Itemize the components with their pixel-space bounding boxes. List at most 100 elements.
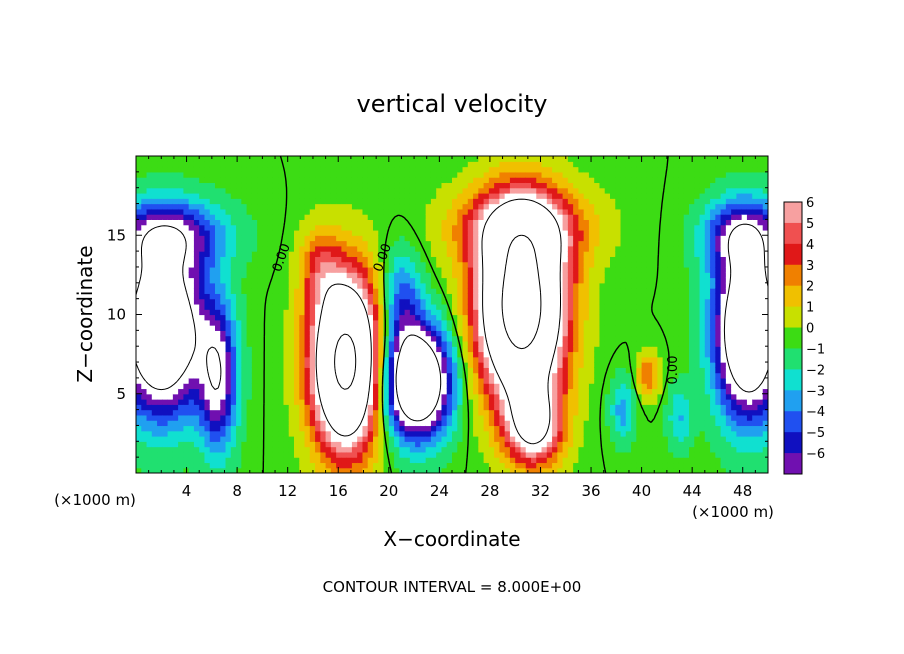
- heatmap-cell: [330, 414, 337, 421]
- heatmap-cell: [399, 367, 406, 374]
- heatmap-cell: [204, 420, 211, 427]
- heatmap-cell: [241, 351, 248, 358]
- heatmap-cell: [531, 229, 537, 236]
- heatmap-cell: [246, 404, 253, 411]
- heatmap-cell: [315, 198, 321, 205]
- heatmap-cell: [399, 393, 406, 400]
- heatmap-cell: [230, 245, 237, 252]
- heatmap-cell: [462, 224, 469, 231]
- heatmap-cell: [272, 388, 279, 395]
- heatmap-cell: [409, 362, 416, 368]
- heatmap-cell: [336, 240, 342, 247]
- heatmap-cell: [325, 272, 332, 279]
- heatmap-cell: [546, 335, 553, 342]
- heatmap-cell: [283, 425, 290, 432]
- heatmap-cell: [225, 266, 232, 273]
- heatmap-cell: [409, 420, 416, 427]
- heatmap-cell: [488, 229, 495, 236]
- heatmap-cell: [325, 298, 332, 305]
- heatmap-cell: [541, 420, 548, 427]
- heatmap-cell: [388, 330, 395, 337]
- heatmap-cell: [525, 198, 532, 205]
- heatmap-cell: [141, 314, 148, 321]
- heatmap-cell: [309, 272, 316, 279]
- heatmap-cell: [162, 187, 169, 194]
- heatmap-cell: [478, 251, 485, 257]
- heatmap-cell: [341, 335, 348, 342]
- heatmap-cell: [220, 161, 227, 168]
- heatmap-cell: [399, 335, 406, 342]
- heatmap-cell: [378, 235, 385, 242]
- heatmap-cell: [488, 346, 495, 353]
- heatmap-cell: [294, 441, 300, 448]
- heatmap-cell: [220, 436, 227, 442]
- heatmap-cell: [262, 451, 269, 458]
- heatmap-cell: [188, 330, 195, 337]
- heatmap-cell: [388, 388, 395, 395]
- heatmap-cell: [362, 377, 369, 384]
- heatmap-cell: [325, 219, 332, 226]
- heatmap-cell: [499, 340, 506, 347]
- heatmap-cell: [425, 462, 432, 469]
- heatmap-cell: [520, 229, 527, 236]
- heatmap-cell: [409, 266, 416, 273]
- heatmap-cell: [183, 266, 190, 273]
- heatmap-cell: [304, 388, 311, 395]
- heatmap-cell: [209, 245, 216, 252]
- heatmap-cell: [167, 229, 174, 236]
- heatmap-cell: [409, 335, 416, 342]
- heatmap-cell: [567, 298, 574, 305]
- heatmap-cell: [509, 451, 516, 458]
- heatmap-cell: [478, 388, 485, 395]
- heatmap-cell: [420, 436, 427, 442]
- heatmap-cell: [341, 309, 348, 316]
- heatmap-cell: [457, 208, 464, 215]
- heatmap-cell: [283, 272, 290, 279]
- heatmap-cell: [378, 351, 385, 358]
- heatmap-cell: [525, 457, 532, 464]
- heatmap-cell: [362, 282, 369, 289]
- heatmap-cell: [383, 303, 390, 310]
- heatmap-cell: [272, 166, 279, 173]
- heatmap-cell: [446, 388, 453, 395]
- heatmap-cell: [146, 404, 153, 411]
- heatmap-cell: [251, 467, 258, 473]
- heatmap-cell: [357, 335, 364, 342]
- heatmap-cell: [388, 409, 395, 416]
- heatmap-cell: [146, 171, 153, 178]
- heatmap-cell: [315, 351, 321, 358]
- heatmap-cell: [394, 156, 400, 162]
- heatmap-cell: [546, 203, 553, 210]
- heatmap-cell: [462, 187, 469, 194]
- heatmap-cell: [188, 451, 195, 458]
- heatmap-cell: [467, 293, 474, 300]
- heatmap-cell: [283, 288, 290, 294]
- heatmap-cell: [441, 351, 448, 358]
- heatmap-cell: [204, 325, 211, 331]
- heatmap-cell: [404, 325, 411, 331]
- heatmap-cell: [251, 256, 258, 263]
- heatmap-cell: [430, 393, 437, 400]
- heatmap-cell: [204, 161, 211, 168]
- heatmap-cell: [394, 219, 400, 226]
- heatmap-cell: [488, 272, 495, 279]
- heatmap-cell: [473, 467, 479, 473]
- heatmap-cell: [452, 457, 458, 464]
- heatmap-cell: [399, 383, 406, 390]
- heatmap-cell: [283, 161, 290, 168]
- heatmap-cell: [462, 462, 469, 469]
- heatmap-cell: [283, 367, 290, 374]
- heatmap-cell: [315, 266, 321, 273]
- heatmap-cell: [430, 177, 437, 184]
- heatmap-cell: [351, 203, 358, 210]
- heatmap-cell: [351, 245, 358, 252]
- heatmap-cell: [215, 451, 221, 458]
- heatmap-cell: [399, 325, 406, 331]
- heatmap-cell: [262, 288, 269, 294]
- heatmap-cell: [136, 314, 142, 321]
- heatmap-cell: [199, 383, 206, 390]
- heatmap-cell: [399, 282, 406, 289]
- heatmap-cell: [546, 399, 553, 405]
- heatmap-cell: [215, 346, 221, 353]
- heatmap-cell: [136, 340, 142, 347]
